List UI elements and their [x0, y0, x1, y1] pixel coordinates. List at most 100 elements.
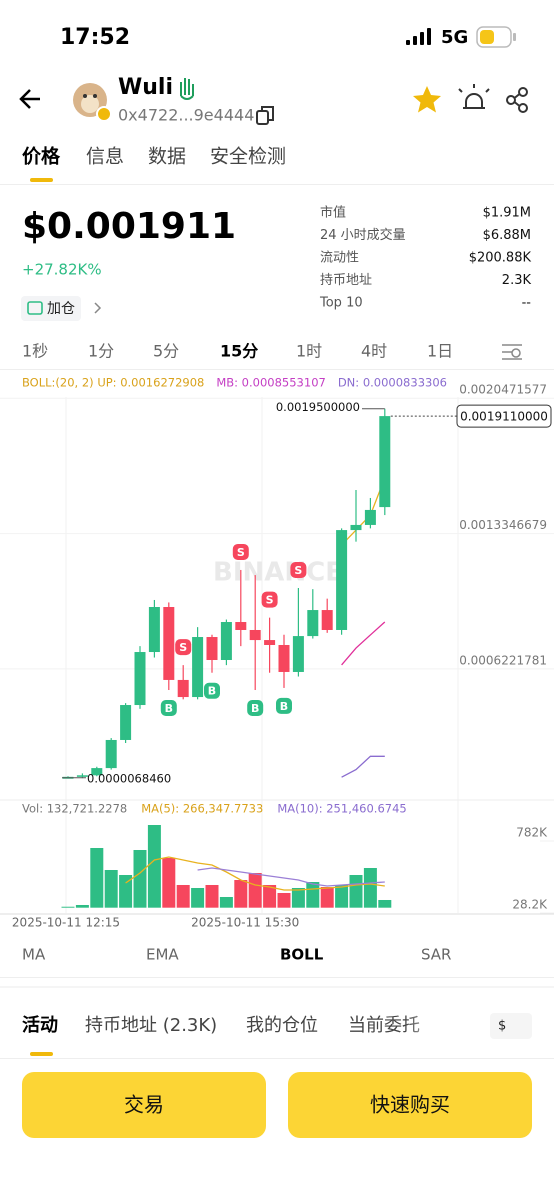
- trade-marker: B: [204, 682, 220, 699]
- boll-line: [341, 755, 385, 778]
- marker-label: B: [208, 685, 216, 698]
- section-tab[interactable]: 我的仓位: [246, 1015, 318, 1036]
- volume-bar: [191, 887, 205, 908]
- trade-marker: S: [232, 543, 249, 560]
- action-button[interactable]: 快速购买: [288, 1072, 532, 1138]
- volume-legend: MA(5): 266,347.7733: [141, 802, 263, 816]
- y-tick-label: 0.0013346679: [459, 518, 547, 532]
- action-button[interactable]: 交易: [22, 1072, 266, 1138]
- y-tick-label: 0.0020471577: [459, 383, 547, 397]
- marker-badge: [175, 639, 192, 656]
- share-button[interactable]: [506, 87, 528, 113]
- tab[interactable]: 价格: [22, 145, 61, 168]
- current-price-label: 0.0019110000: [460, 410, 548, 424]
- currency-selector[interactable]: $: [490, 1013, 532, 1039]
- stat-value: --: [522, 296, 532, 311]
- tab[interactable]: 数据: [148, 146, 186, 168]
- volume-bar: [248, 872, 262, 908]
- timeframe[interactable]: 5分: [153, 342, 179, 361]
- section-tab[interactable]: 当前委托: [348, 1015, 420, 1036]
- candle-body: [163, 607, 175, 680]
- volume-ma-line: [125, 856, 385, 891]
- divider: [0, 1058, 554, 1059]
- watermark: BINANCE: [213, 558, 343, 588]
- section-tab[interactable]: 活动: [22, 1014, 58, 1036]
- volume-bar: [119, 874, 133, 908]
- candle-body: [264, 640, 276, 645]
- status-time: 17:52: [60, 25, 130, 50]
- indicator-tab[interactable]: SAR: [421, 946, 451, 964]
- candle-body: [105, 739, 117, 769]
- timeframe[interactable]: 1分: [88, 342, 114, 361]
- volume-bar: [349, 874, 363, 908]
- marker-badge: [290, 562, 307, 579]
- boll-line: [341, 621, 386, 666]
- volume-bar: [378, 899, 392, 908]
- marker-badge: [247, 700, 264, 717]
- candle-body: [220, 622, 232, 661]
- section-tab[interactable]: 持币地址 (2.3K): [85, 1015, 217, 1036]
- candle-body: [278, 644, 290, 672]
- marker-badge: [276, 697, 292, 714]
- volume-ma-line: [197, 867, 385, 887]
- candle-body: [321, 610, 333, 630]
- button-label: 快速购买: [370, 1093, 450, 1117]
- candle-body: [336, 530, 348, 630]
- token-address: 0x4722...9e4444: [118, 106, 254, 125]
- candle-body: [364, 509, 376, 525]
- indicator-legend: MB: 0.0008553107: [216, 376, 325, 390]
- volume-tick-label: 782K: [516, 826, 548, 840]
- marker-label: S: [294, 564, 302, 577]
- marker-label: S: [237, 546, 245, 559]
- volume-bar: [205, 884, 219, 908]
- candle-body: [91, 768, 103, 776]
- indicator-tab[interactable]: MA: [22, 946, 46, 964]
- tab[interactable]: 安全检测: [210, 146, 286, 168]
- candle-body: [307, 610, 319, 637]
- timeframe[interactable]: 1时: [296, 342, 322, 361]
- add-position-label: 加仓: [47, 301, 75, 317]
- volume-bar: [219, 896, 233, 908]
- price-change: +27.82K%: [22, 261, 102, 279]
- candle-body: [292, 636, 304, 672]
- candle-body: [120, 705, 132, 740]
- timeframe[interactable]: 1日: [427, 342, 453, 361]
- trade-marker: S: [175, 639, 192, 656]
- price-value: $0.001911: [22, 206, 236, 247]
- indicator-tab[interactable]: BOLL: [280, 946, 324, 964]
- back-button[interactable]: [19, 89, 40, 109]
- tab-indicator: [30, 178, 53, 182]
- candle-body: [350, 524, 362, 531]
- divider: [0, 986, 554, 988]
- volume-bar: [291, 887, 305, 908]
- marker-label: B: [251, 702, 259, 715]
- boll-line: [341, 477, 386, 546]
- marker-badge: [160, 700, 177, 717]
- divider: [0, 369, 554, 370]
- chart-settings-button[interactable]: [502, 344, 522, 360]
- stat-label: 持币地址: [320, 273, 372, 288]
- stat-label: 市值: [320, 205, 346, 221]
- alert-button[interactable]: [458, 84, 490, 109]
- candle-body: [192, 637, 204, 698]
- x-tick-label: 2025-10-11 12:15: [12, 916, 120, 930]
- favorite-button[interactable]: [413, 86, 441, 113]
- avatar: [73, 83, 112, 122]
- volume-bar: [147, 825, 161, 908]
- tab[interactable]: 信息: [86, 146, 124, 168]
- trade-marker: S: [290, 562, 307, 579]
- timeframe[interactable]: 4时: [361, 342, 387, 361]
- trade-marker: B: [247, 700, 264, 717]
- volume-bar: [75, 904, 89, 908]
- marker-badge: [204, 682, 220, 699]
- marker-label: B: [165, 702, 173, 715]
- timeframe[interactable]: 15分: [220, 342, 258, 361]
- add-position-chip[interactable]: 加仓: [21, 296, 81, 321]
- indicator-tab[interactable]: EMA: [146, 946, 179, 964]
- volume-tick-label: 28.2K: [512, 897, 548, 911]
- volume-bar: [234, 879, 248, 908]
- stat-value: $1.91M: [483, 206, 531, 221]
- timeframe[interactable]: 1秒: [22, 342, 48, 361]
- copy-button[interactable]: [256, 106, 274, 125]
- stat-label: 24 小时成交量: [320, 227, 406, 243]
